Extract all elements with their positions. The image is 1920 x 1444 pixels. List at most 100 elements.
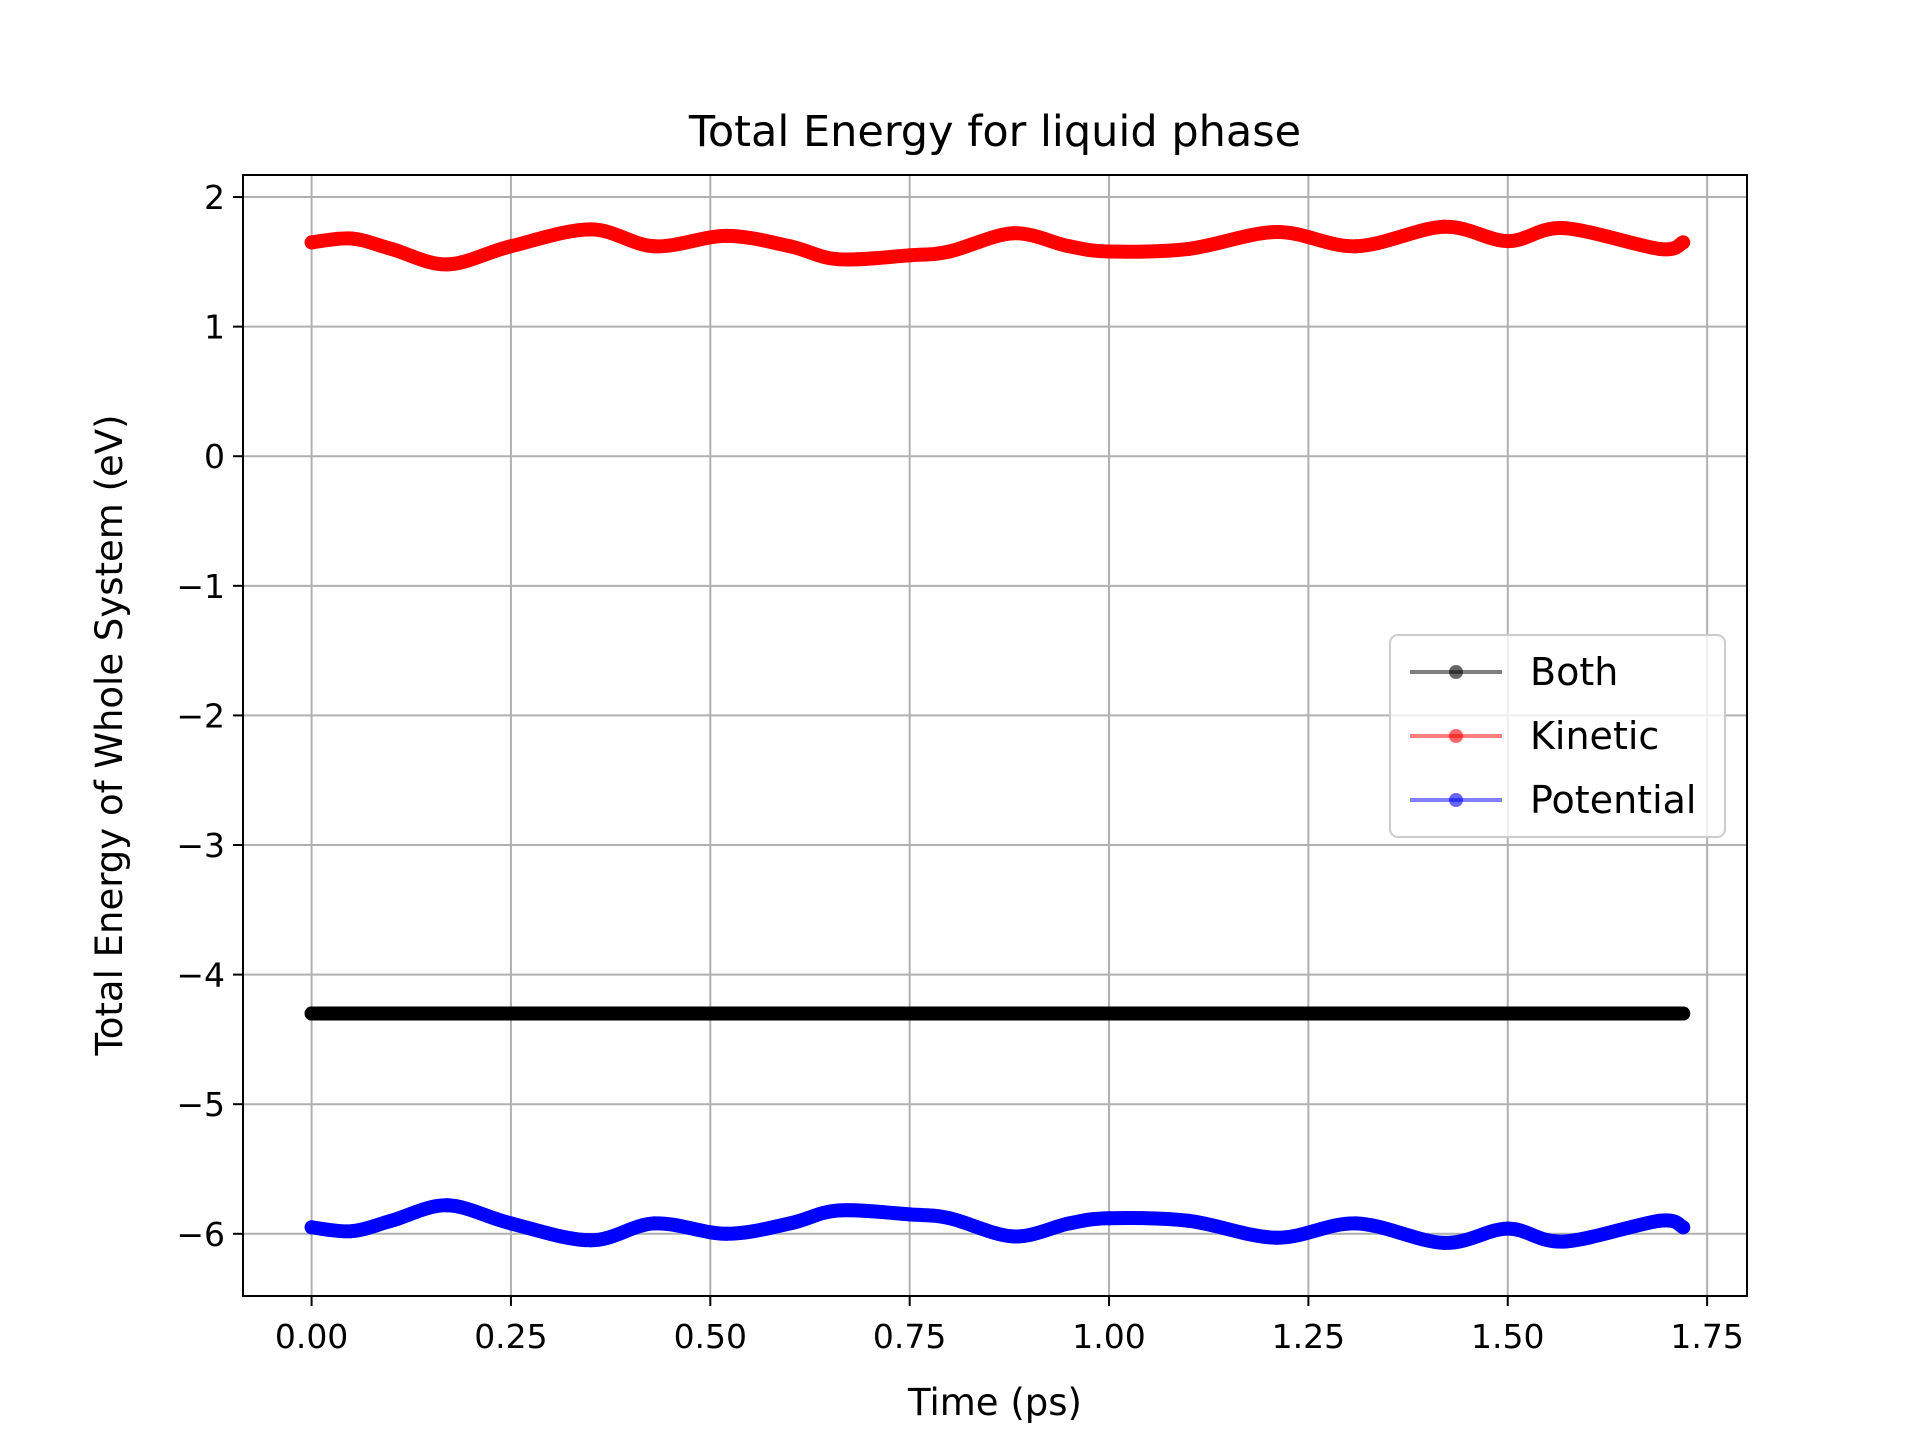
data-point-both bbox=[830, 1006, 845, 1021]
data-point-both bbox=[783, 1006, 798, 1021]
data-point-both bbox=[1500, 1006, 1515, 1021]
data-point-kinetic bbox=[503, 239, 518, 254]
chart-title: Total Energy for liquid phase bbox=[688, 107, 1301, 157]
legend-frame bbox=[1389, 634, 1726, 838]
x-tick-label: 0.00 bbox=[275, 1317, 348, 1356]
series-lines bbox=[304, 219, 1691, 1250]
legend-marker-both bbox=[1449, 665, 1463, 679]
data-point-both bbox=[902, 1006, 917, 1021]
data-point-potential bbox=[1349, 1216, 1364, 1231]
data-point-both bbox=[1349, 1006, 1364, 1021]
data-point-kinetic bbox=[1676, 235, 1691, 250]
data-point-kinetic bbox=[1349, 239, 1364, 254]
data-point-kinetic bbox=[719, 228, 734, 243]
y-tick-label: −6 bbox=[176, 1215, 225, 1254]
data-point-potential bbox=[719, 1226, 734, 1241]
data-point-kinetic bbox=[583, 222, 598, 237]
x-tick-label: 1.25 bbox=[1272, 1317, 1345, 1356]
data-point-kinetic bbox=[1181, 241, 1196, 256]
data-point-both bbox=[1006, 1006, 1021, 1021]
data-point-both bbox=[719, 1006, 734, 1021]
data-point-potential bbox=[1437, 1235, 1451, 1250]
data-point-potential bbox=[1102, 1211, 1116, 1226]
data-point-potential bbox=[783, 1216, 798, 1231]
data-point-kinetic bbox=[647, 239, 662, 254]
series-both bbox=[304, 1006, 1691, 1021]
data-point-both bbox=[344, 1006, 359, 1021]
x-axis-ticks: 0.00 0.25 0.50 0.75 1.00 1.25 1.50 1.75 bbox=[275, 1296, 1744, 1356]
data-point-potential bbox=[1652, 1213, 1667, 1228]
data-point-kinetic bbox=[344, 231, 359, 246]
data-point-potential bbox=[344, 1224, 359, 1239]
y-tick-label: −4 bbox=[176, 956, 225, 995]
data-point-both bbox=[304, 1006, 319, 1021]
data-point-potential bbox=[440, 1198, 455, 1213]
data-point-kinetic bbox=[1062, 239, 1077, 254]
data-point-potential bbox=[1676, 1220, 1691, 1235]
data-point-potential bbox=[384, 1213, 399, 1228]
data-point-kinetic bbox=[902, 248, 917, 263]
legend-label-both: Both bbox=[1530, 650, 1618, 694]
data-point-potential bbox=[583, 1233, 598, 1248]
data-point-potential bbox=[1269, 1230, 1284, 1245]
data-point-kinetic bbox=[1006, 226, 1021, 241]
y-tick-label: −2 bbox=[176, 696, 225, 735]
data-point-both bbox=[1269, 1006, 1284, 1021]
data-point-kinetic bbox=[1500, 234, 1515, 249]
y-axis-label: Total Energy of Whole System (eV) bbox=[88, 414, 131, 1056]
data-point-kinetic bbox=[1269, 225, 1284, 239]
data-point-potential bbox=[1062, 1216, 1077, 1231]
legend: Both Kinetic Potential bbox=[1389, 634, 1726, 838]
data-point-both bbox=[583, 1006, 598, 1021]
x-tick-label: 0.25 bbox=[474, 1317, 547, 1356]
data-point-kinetic bbox=[783, 239, 798, 254]
x-axis-label: Time (ps) bbox=[907, 1381, 1082, 1424]
data-point-both bbox=[1556, 1006, 1571, 1021]
data-point-kinetic bbox=[304, 235, 319, 250]
data-point-both bbox=[942, 1006, 957, 1021]
data-point-both bbox=[1102, 1006, 1116, 1021]
legend-label-kinetic: Kinetic bbox=[1530, 714, 1659, 758]
data-point-potential bbox=[1500, 1221, 1515, 1236]
data-point-potential bbox=[830, 1203, 845, 1218]
x-tick-label: 0.50 bbox=[674, 1317, 747, 1356]
x-tick-label: 0.75 bbox=[873, 1317, 946, 1356]
data-point-both bbox=[384, 1006, 399, 1021]
data-point-kinetic bbox=[942, 244, 957, 259]
y-tick-label: 0 bbox=[204, 437, 225, 476]
y-tick-label: −5 bbox=[176, 1085, 225, 1124]
data-point-potential bbox=[304, 1220, 319, 1235]
data-point-both bbox=[1652, 1006, 1667, 1021]
data-point-kinetic bbox=[1437, 219, 1451, 234]
data-point-potential bbox=[503, 1216, 518, 1231]
x-tick-label: 1.50 bbox=[1471, 1317, 1544, 1356]
data-point-both bbox=[440, 1006, 455, 1021]
data-point-kinetic bbox=[830, 252, 845, 267]
x-tick-label: 1.75 bbox=[1670, 1317, 1743, 1356]
data-point-potential bbox=[1006, 1229, 1021, 1244]
data-point-kinetic bbox=[1652, 241, 1667, 256]
data-point-both bbox=[1437, 1006, 1451, 1021]
series-potential bbox=[304, 1198, 1691, 1250]
series-kinetic bbox=[304, 219, 1691, 272]
data-point-potential bbox=[647, 1216, 662, 1231]
y-tick-label: −3 bbox=[176, 826, 225, 865]
data-point-both bbox=[1062, 1006, 1077, 1021]
plot-area-frame bbox=[242, 174, 1748, 1297]
data-point-both bbox=[503, 1006, 518, 1021]
data-point-both bbox=[1676, 1006, 1691, 1021]
data-point-potential bbox=[1181, 1213, 1196, 1228]
y-tick-label: −1 bbox=[176, 567, 225, 606]
data-point-kinetic bbox=[440, 257, 455, 272]
legend-marker-potential bbox=[1449, 793, 1463, 807]
x-tick-label: 1.00 bbox=[1072, 1317, 1145, 1356]
data-point-kinetic bbox=[1102, 244, 1116, 259]
data-point-both bbox=[1181, 1006, 1196, 1021]
data-point-potential bbox=[902, 1207, 917, 1222]
legend-label-potential: Potential bbox=[1530, 778, 1696, 822]
data-point-potential bbox=[1556, 1234, 1571, 1249]
y-axis-ticks: 2 1 0 −1 −2 −3 −4 −5 −6 bbox=[176, 178, 243, 1254]
data-point-potential bbox=[942, 1211, 957, 1226]
legend-marker-kinetic bbox=[1449, 729, 1463, 743]
